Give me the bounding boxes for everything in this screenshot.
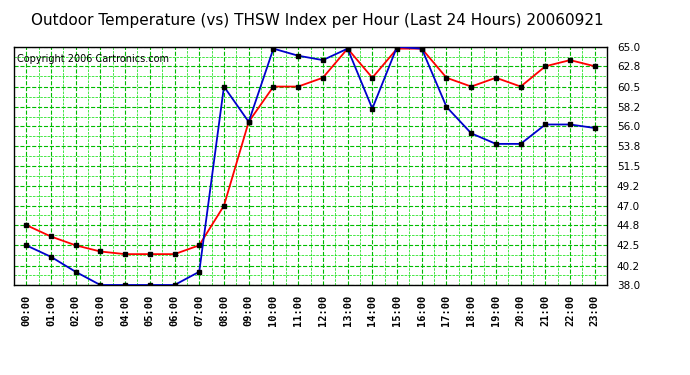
Text: Outdoor Temperature (vs) THSW Index per Hour (Last 24 Hours) 20060921: Outdoor Temperature (vs) THSW Index per … xyxy=(31,13,604,28)
Text: Copyright 2006 Cartronics.com: Copyright 2006 Cartronics.com xyxy=(17,54,169,64)
